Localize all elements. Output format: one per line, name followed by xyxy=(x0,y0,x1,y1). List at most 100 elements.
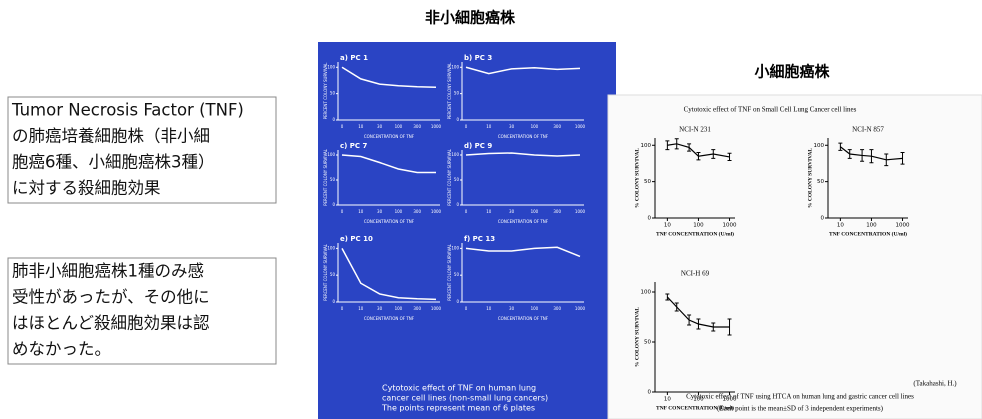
x-tick-label: 30 xyxy=(377,124,383,129)
x-tick-label: 300 xyxy=(553,306,561,311)
credit: (Takahashi, H.) xyxy=(913,380,957,388)
x-axis-label: CONCENTRATION OF TNF xyxy=(498,134,549,139)
y-axis-label: PERCENT COLONY SURVIVAL xyxy=(323,62,328,120)
panel-label: NCI-N 857 xyxy=(852,126,884,134)
x-tick-label: 300 xyxy=(413,209,421,214)
x-tick-label: 1000 xyxy=(575,306,586,311)
x-tick-label: 1000 xyxy=(575,124,586,129)
panel-label: c) PC 7 xyxy=(340,142,367,150)
panel-label: a) PC 1 xyxy=(340,54,368,62)
y-tick-label: 50 xyxy=(454,91,460,96)
caption: Cytotoxic effect of TNF on human lung xyxy=(382,384,536,393)
x-tick-label: 100 xyxy=(693,223,704,229)
x-tick-label: 30 xyxy=(509,306,515,311)
figure-a-background xyxy=(318,42,616,419)
panel-label: e) PC 10 xyxy=(340,235,373,243)
heading: 小細胞癌株 xyxy=(754,63,830,81)
x-tick-label: 30 xyxy=(377,306,383,311)
y-axis-label: PERCENT COLONY SURVIVAL xyxy=(447,243,452,301)
x-axis-label: CONCENTRATION OF TNF xyxy=(498,219,549,224)
x-axis-label: CONCENTRATION OF TNF xyxy=(364,134,415,139)
y-axis-label: % COLONY SURVIVAL xyxy=(807,148,813,208)
panel-label: NCI-N 231 xyxy=(679,126,711,134)
x-tick-label: 10 xyxy=(486,209,492,214)
y-axis-label: % COLONY SURVIVAL xyxy=(634,307,640,367)
figure-title: Cytotoxic effect of TNF on Small Cell Lu… xyxy=(684,106,857,114)
x-tick-label: 100 xyxy=(531,124,539,129)
y-tick-label: 50 xyxy=(644,340,651,346)
y-tick-label: 100 xyxy=(814,143,825,149)
x-tick-label: 30 xyxy=(509,124,515,129)
heading: 非小細胞癌株 xyxy=(425,9,516,27)
y-tick-label: 100 xyxy=(451,64,459,69)
x-tick-label: 1000 xyxy=(431,306,442,311)
x-tick-label: 10 xyxy=(358,124,364,129)
x-tick-label: 0 xyxy=(341,124,344,129)
y-axis-label: PERCENT COLONY SURVIVAL xyxy=(447,62,452,120)
y-tick-label: 100 xyxy=(641,143,652,149)
caption: Cytotoxic effect of TNF using HTCA on hu… xyxy=(686,393,914,401)
x-axis-label: CONCENTRATION OF TNF xyxy=(364,316,415,321)
x-tick-label: 1000 xyxy=(575,209,586,214)
caption: The points represent mean of 6 plates xyxy=(381,404,535,413)
y-tick-label: 100 xyxy=(451,152,459,157)
x-tick-label: 100 xyxy=(866,223,877,229)
y-tick-label: 0 xyxy=(648,390,652,396)
x-tick-label: 300 xyxy=(553,209,561,214)
x-tick-label: 100 xyxy=(395,124,403,129)
x-tick-label: 0 xyxy=(465,306,468,311)
y-tick-label: 0 xyxy=(821,216,825,222)
x-tick-label: 0 xyxy=(341,209,344,214)
y-tick-label: 100 xyxy=(327,245,335,250)
x-tick-label: 10 xyxy=(664,397,671,403)
note-line: 肺非小細胞癌株1種のみ感 xyxy=(12,262,204,281)
x-tick-label: 10 xyxy=(486,124,492,129)
x-axis-label: TNF CONCENTRATION (U/ml) xyxy=(656,230,734,237)
x-tick-label: 1000 xyxy=(723,223,737,229)
x-axis-label: CONCENTRATION OF TNF xyxy=(498,316,549,321)
x-axis-label: CONCENTRATION OF TNF xyxy=(364,219,415,224)
x-tick-label: 100 xyxy=(395,306,403,311)
y-tick-label: 50 xyxy=(644,179,651,185)
note-line: の肺癌培養細胞株（非小細 xyxy=(12,127,210,146)
note-line: 受性があったが、その他に xyxy=(12,288,210,307)
x-axis-label: TNF CONCENTRATION (U/ml) xyxy=(829,230,907,237)
y-tick-label: 50 xyxy=(817,179,824,185)
slide-canvas: 非小細胞癌株小細胞癌株 Tumor Necrosis Factor (TNF) の肺… xyxy=(0,0,982,419)
x-tick-label: 100 xyxy=(531,306,539,311)
y-tick-label: 0 xyxy=(648,216,652,222)
y-axis-label: % COLONY SURVIVAL xyxy=(634,148,640,208)
y-tick-label: 50 xyxy=(454,272,460,277)
x-tick-label: 10 xyxy=(358,306,364,311)
slide: 非小細胞癌株小細胞癌株 Tumor Necrosis Factor (TNF) の肺… xyxy=(0,0,982,419)
caption: (Each point is the mean±SD of 3 independ… xyxy=(717,405,884,413)
x-tick-label: 100 xyxy=(531,209,539,214)
panel-label: NCI-H 69 xyxy=(681,270,710,278)
note-line: めなかった。 xyxy=(12,340,111,359)
x-tick-label: 10 xyxy=(664,223,671,229)
y-tick-label: 50 xyxy=(454,177,460,182)
x-tick-label: 10 xyxy=(486,306,492,311)
y-tick-label: 50 xyxy=(330,91,336,96)
x-tick-label: 10 xyxy=(837,223,844,229)
y-tick-label: 100 xyxy=(327,64,335,69)
y-axis-label: PERCENT COLONY SURVIVAL xyxy=(323,243,328,301)
y-tick-label: 100 xyxy=(327,152,335,157)
x-tick-label: 10 xyxy=(358,209,364,214)
x-tick-label: 0 xyxy=(341,306,344,311)
x-tick-label: 100 xyxy=(395,209,403,214)
note-line: Tumor Necrosis Factor (TNF) xyxy=(11,101,244,120)
x-tick-label: 0 xyxy=(465,124,468,129)
note-line: はほとんど殺細胞効果は認 xyxy=(12,314,210,333)
caption: cancer cell lines (non-small lung cancer… xyxy=(382,394,548,403)
panel-label: b) PC 3 xyxy=(464,54,492,62)
figure-b-background xyxy=(608,95,982,419)
x-tick-label: 30 xyxy=(509,209,515,214)
panel-label: f) PC 13 xyxy=(464,235,495,243)
x-tick-label: 300 xyxy=(413,124,421,129)
y-tick-label: 50 xyxy=(330,272,336,277)
x-tick-label: 300 xyxy=(553,124,561,129)
x-tick-label: 300 xyxy=(413,306,421,311)
x-tick-label: 1000 xyxy=(431,209,442,214)
x-tick-label: 1000 xyxy=(896,223,910,229)
